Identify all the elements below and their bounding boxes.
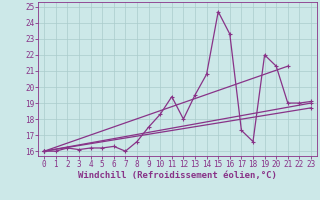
X-axis label: Windchill (Refroidissement éolien,°C): Windchill (Refroidissement éolien,°C) xyxy=(78,171,277,180)
